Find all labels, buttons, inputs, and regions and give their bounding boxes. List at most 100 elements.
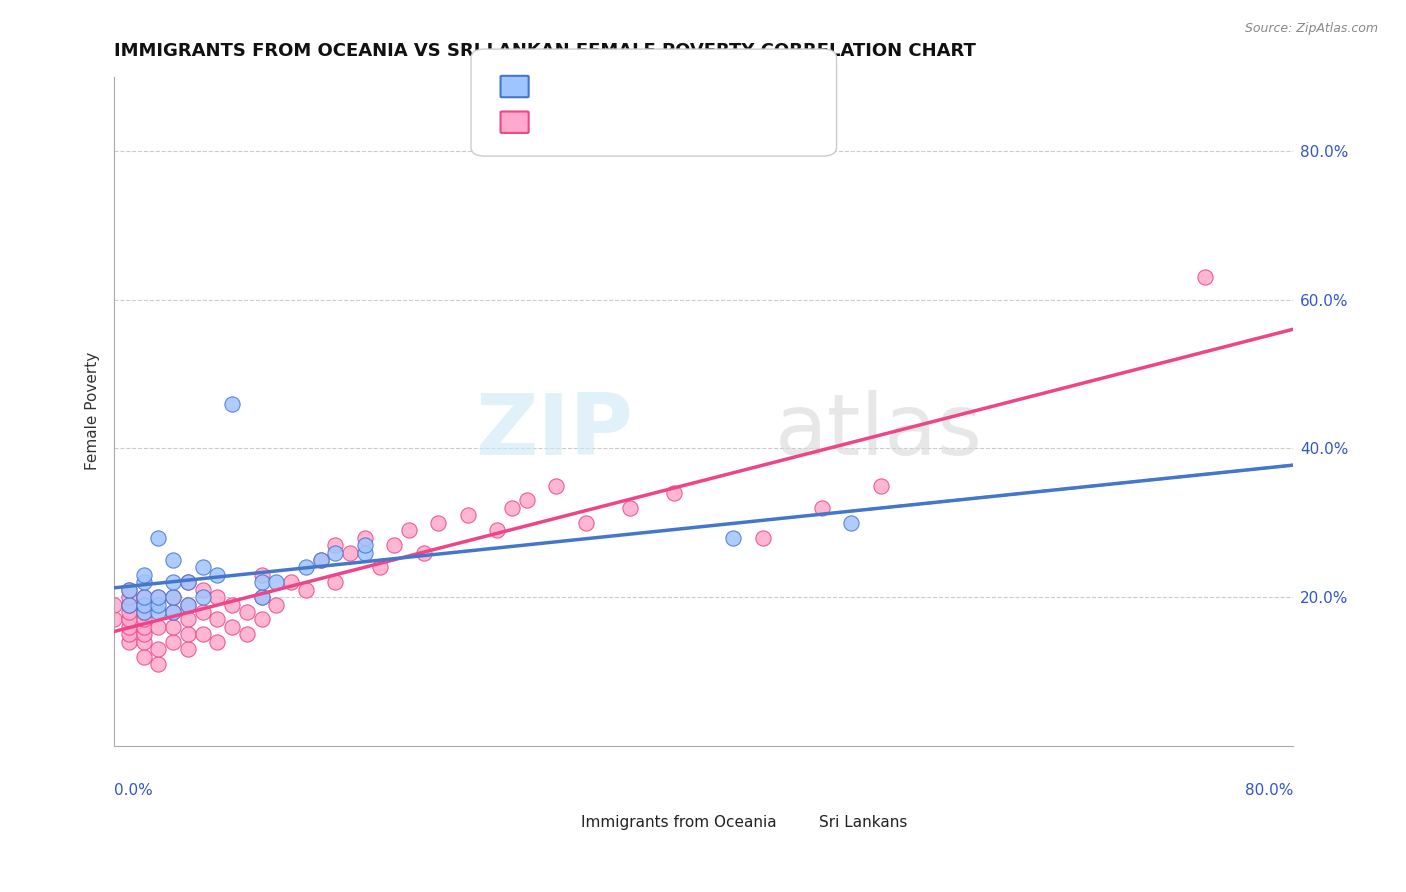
Point [162,605,184,619]
Point [250,575,273,590]
Point [118,582,141,597]
Point [148,605,170,619]
Point [309,553,332,567]
Point [118,598,141,612]
Point [221,397,243,411]
Text: 80.0%: 80.0% [1244,782,1294,797]
Point [309,553,332,567]
Point [177,598,200,612]
Point [162,553,184,567]
Text: 0.0%: 0.0% [114,782,153,797]
Point [323,538,346,552]
Point [751,531,773,545]
Point [382,538,405,552]
Point [457,508,479,523]
Point [250,567,273,582]
Point [132,612,155,626]
Point [353,531,375,545]
Point [810,500,832,515]
Text: Immigrants from Oceania: Immigrants from Oceania [581,815,776,830]
Text: ZIP: ZIP [475,390,633,473]
Point [368,560,391,574]
Point [191,590,214,604]
Point [353,545,375,559]
Point [132,605,155,619]
Point [221,598,243,612]
Text: atlas: atlas [775,390,983,473]
Point [103,612,125,626]
Point [177,575,200,590]
Point [398,523,420,537]
Point [118,590,141,604]
Point [723,531,745,545]
Point [869,478,891,492]
Point [132,635,155,649]
Point [177,612,200,626]
Point [221,620,243,634]
Point [132,598,155,612]
Point [250,590,273,604]
Text: Source: ZipAtlas.com: Source: ZipAtlas.com [1244,22,1378,36]
Point [280,575,302,590]
Point [323,575,346,590]
Point [664,486,686,500]
Y-axis label: Female Poverty: Female Poverty [86,352,100,470]
Point [839,516,862,530]
Point [148,590,170,604]
Point [118,605,141,619]
Point [162,635,184,649]
Point [427,516,450,530]
Point [148,598,170,612]
Point [236,627,259,641]
Point [1194,270,1216,285]
Point [295,560,318,574]
Point [295,582,318,597]
FancyBboxPatch shape [543,813,575,834]
Point [118,635,141,649]
Point [207,590,229,604]
Point [353,538,375,552]
Point [191,605,214,619]
Point [207,567,229,582]
Point [236,605,259,619]
Point [191,627,214,641]
Point [132,567,155,582]
Point [132,598,155,612]
Point [266,598,288,612]
Point [162,590,184,604]
FancyBboxPatch shape [782,813,814,834]
Text: IMMIGRANTS FROM OCEANIA VS SRI LANKAN FEMALE POVERTY CORRELATION CHART: IMMIGRANTS FROM OCEANIA VS SRI LANKAN FE… [114,42,976,60]
Point [250,612,273,626]
Point [118,627,141,641]
Point [162,590,184,604]
Point [177,598,200,612]
Point [148,590,170,604]
Point [516,493,538,508]
Point [177,627,200,641]
Point [162,605,184,619]
Point [191,582,214,597]
Point [339,545,361,559]
Point [132,627,155,641]
Point [546,478,568,492]
Point [148,657,170,672]
Point [148,531,170,545]
Text: R =  0.177    N =  31: R = 0.177 N = 31 [533,78,720,96]
Point [412,545,434,559]
Point [162,620,184,634]
Point [162,575,184,590]
Point [132,605,155,619]
Point [250,590,273,604]
Point [501,500,523,515]
Text: R =  0.422    N =  69: R = 0.422 N = 69 [533,114,721,132]
Point [103,598,125,612]
Point [118,612,141,626]
Point [323,545,346,559]
Point [132,649,155,664]
Point [619,500,641,515]
Point [118,620,141,634]
Point [486,523,509,537]
Point [148,620,170,634]
Point [177,575,200,590]
Point [148,642,170,657]
